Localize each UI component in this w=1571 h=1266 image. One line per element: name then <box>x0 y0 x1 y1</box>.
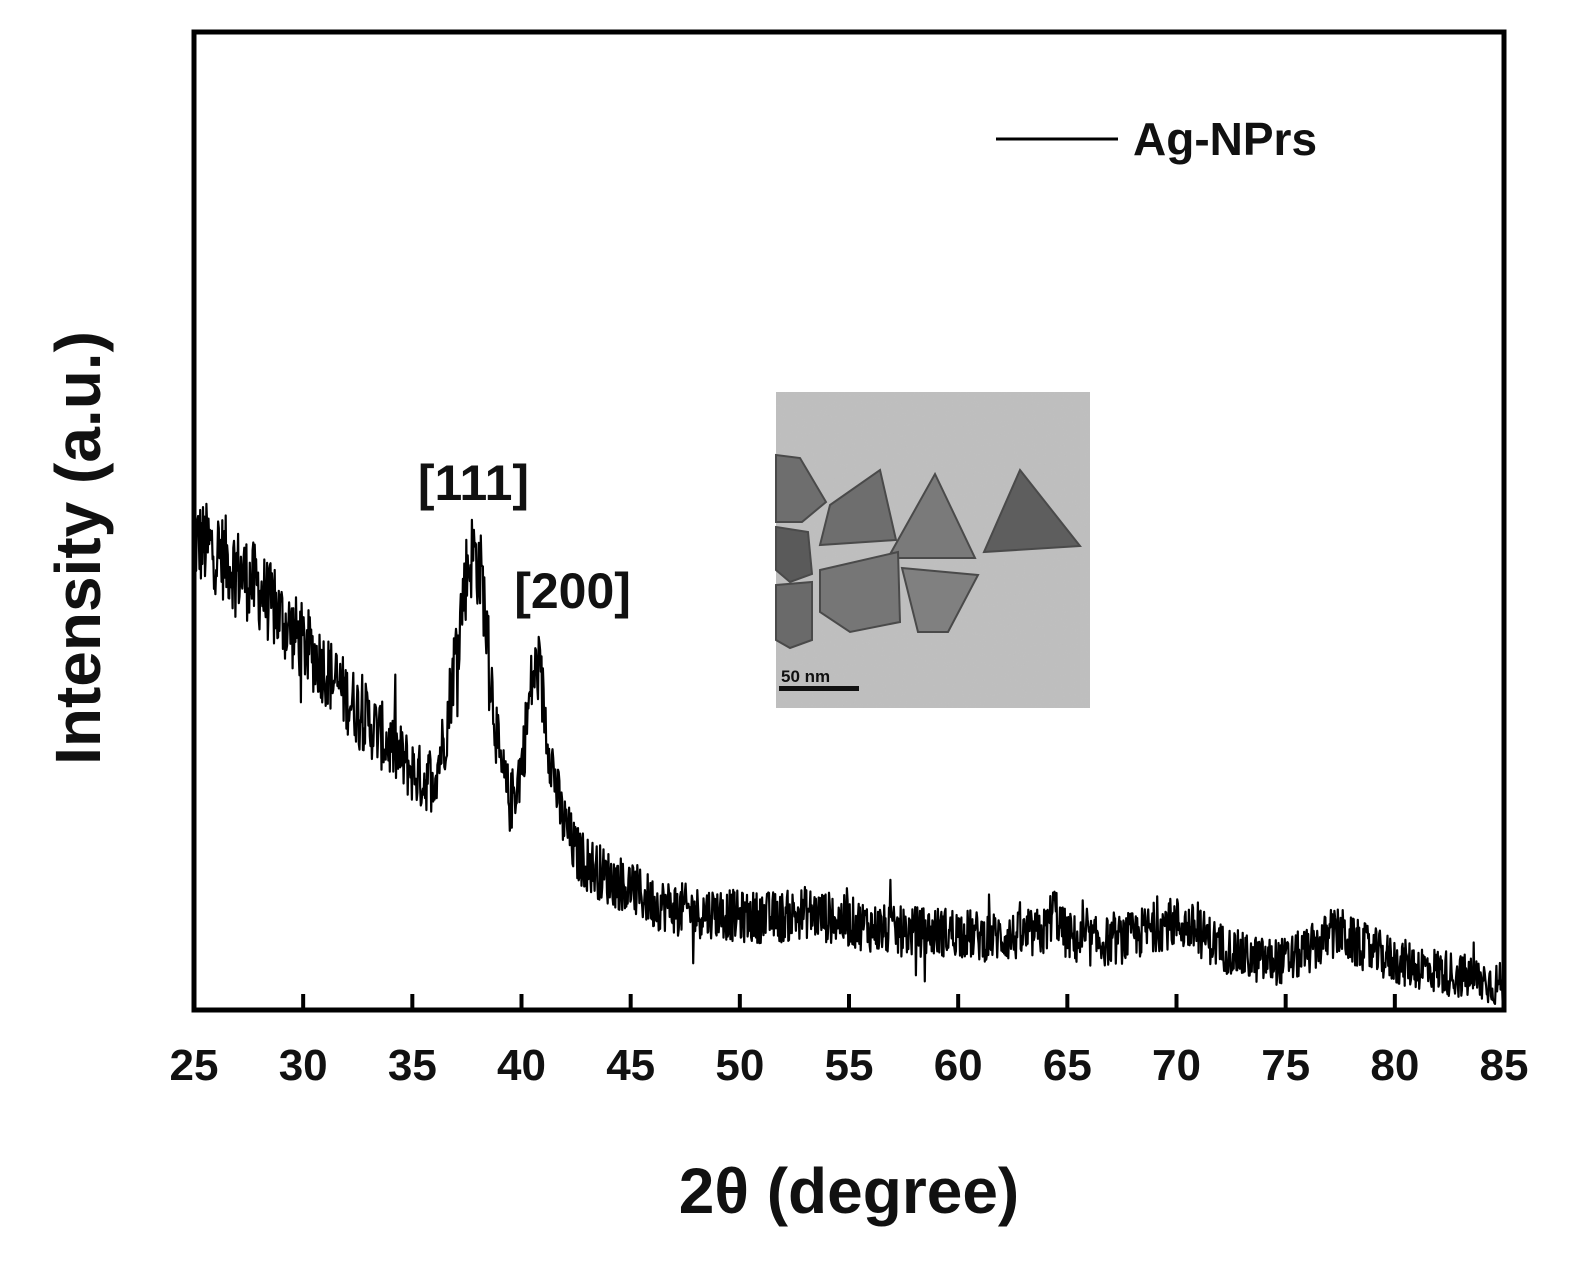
x-tick-label-3: 40 <box>497 1041 546 1090</box>
tem-inset: 50 nm <box>775 392 1090 708</box>
x-tick-label-11: 80 <box>1370 1041 1419 1090</box>
x-tick-label-10: 75 <box>1261 1041 1310 1090</box>
x-axis-title: 2θ (degree) <box>679 1155 1019 1227</box>
nanoprism-6 <box>819 550 902 634</box>
x-tick-label-4: 45 <box>606 1041 655 1090</box>
annotation-1: [200] <box>514 563 631 619</box>
series-group <box>194 502 1504 1005</box>
scale-bar <box>779 686 859 691</box>
nanoprism-4 <box>982 468 1082 554</box>
x-tick-label-12: 85 <box>1480 1041 1529 1090</box>
annotation-0: [111] <box>418 455 529 511</box>
legend-label-ag-nprs: Ag-NPrs <box>1133 113 1317 165</box>
peak-annotations: [111] [200] <box>418 455 631 619</box>
x-ticks: 25 30 35 40 45 50 55 60 65 70 75 80 85 <box>170 994 1529 1090</box>
nanoprism-5 <box>775 525 814 584</box>
x-tick-label-1: 30 <box>279 1041 328 1090</box>
nanoprism-2 <box>818 468 898 547</box>
x-tick-label-5: 50 <box>715 1041 764 1090</box>
y-axis-title: Intensity (a.u.) <box>42 331 114 765</box>
x-tick-label-6: 55 <box>825 1041 874 1090</box>
x-tick-label-2: 35 <box>388 1041 437 1090</box>
x-tick-label-0: 25 <box>170 1041 219 1090</box>
x-tick-label-8: 65 <box>1043 1041 1092 1090</box>
nanoprism-3 <box>886 471 977 559</box>
nanoprism-7 <box>900 566 980 633</box>
scale-bar-label: 50 nm <box>781 667 830 686</box>
x-tick-label-7: 60 <box>934 1041 983 1090</box>
legend: Ag-NPrs <box>996 113 1317 165</box>
series-line-ag-nprs <box>194 502 1504 1005</box>
nanoprism-group <box>775 453 1082 650</box>
nanoprism-1 <box>775 453 828 523</box>
x-tick-label-9: 70 <box>1152 1041 1201 1090</box>
nanoprism-8 <box>775 580 813 650</box>
